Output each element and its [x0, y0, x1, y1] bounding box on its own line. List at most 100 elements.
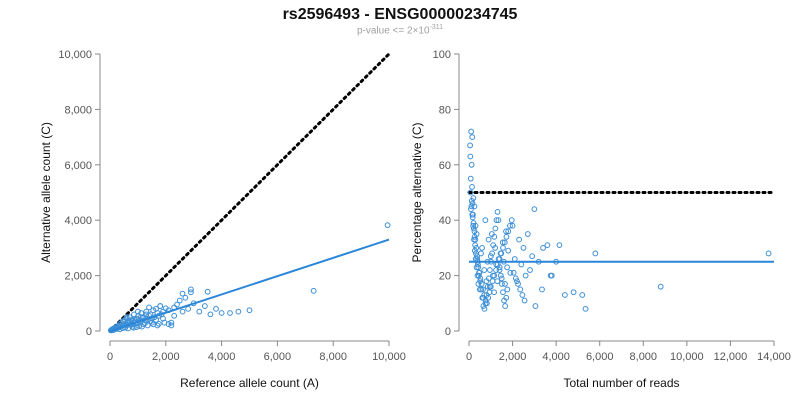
- data-point: [503, 228, 509, 235]
- data-point: [556, 242, 563, 249]
- y-tick-label: 60: [439, 160, 451, 172]
- data-point: [168, 319, 175, 326]
- p-value-exponent: -311: [429, 24, 444, 31]
- data-point: [468, 206, 474, 213]
- data-point: [496, 267, 503, 273]
- data-point: [485, 236, 492, 243]
- data-point: [188, 286, 194, 293]
- data-point: [130, 324, 137, 331]
- left-panel-allele-counts: 0 2,000 4,000 6,000 8,000 10,000 0 2,000 4,000 6,…: [39, 49, 406, 390]
- data-point: [502, 303, 509, 309]
- data-point: [592, 250, 599, 257]
- data-point: [498, 275, 505, 282]
- y-tick-label: 2,000: [64, 271, 92, 283]
- x-tick-label: 6,000: [264, 351, 292, 363]
- data-point: [468, 203, 475, 210]
- data-point: [150, 321, 157, 328]
- fit-line: [109, 238, 390, 332]
- p-value-text: p-value <= 2×10: [356, 25, 430, 37]
- data-point: [522, 272, 529, 279]
- data-point: [473, 264, 480, 271]
- data-point: [478, 281, 485, 287]
- x-tick-label: 4,000: [542, 351, 570, 363]
- data-point: [489, 250, 495, 257]
- data-point: [527, 267, 533, 273]
- data-point: [544, 242, 551, 249]
- data-point: [491, 233, 498, 240]
- data-point: [475, 281, 482, 287]
- data-point: [157, 303, 164, 309]
- data-point: [204, 288, 211, 295]
- data-point: [493, 217, 500, 224]
- data-point: [143, 311, 150, 318]
- data-point: [481, 305, 488, 312]
- data-point: [468, 161, 475, 168]
- data-point: [500, 245, 506, 251]
- data-point: [483, 292, 490, 298]
- data-point: [516, 236, 523, 243]
- data-point: [246, 307, 253, 314]
- data-point: [487, 283, 494, 290]
- data-point: [470, 220, 477, 226]
- data-point: [133, 324, 140, 331]
- y-tick-label: 40: [439, 215, 451, 227]
- data-point: [161, 319, 168, 326]
- data-point: [479, 294, 486, 301]
- x-tick-label: 14,000: [757, 351, 791, 363]
- data-point: [505, 247, 512, 254]
- data-point: [143, 308, 150, 315]
- data-point: [509, 222, 516, 229]
- data-point: [487, 267, 493, 273]
- data-point: [521, 297, 528, 304]
- data-point: [478, 286, 485, 293]
- data-point: [520, 245, 527, 251]
- data-point: [500, 289, 506, 296]
- data-point: [501, 239, 508, 246]
- data-point: [515, 281, 521, 287]
- data-point: [474, 253, 480, 260]
- data-point: [503, 233, 510, 240]
- data-point: [470, 222, 477, 229]
- data-point: [469, 134, 476, 141]
- data-point: [153, 317, 159, 323]
- data-point: [493, 267, 499, 273]
- y-tick-label: 6,000: [64, 160, 92, 172]
- data-point: [213, 305, 219, 312]
- data-point: [498, 250, 505, 257]
- data-point: [123, 314, 130, 321]
- data-point: [179, 308, 186, 315]
- data-point: [503, 294, 510, 301]
- data-point: [512, 275, 519, 282]
- y-axis-label: Alternative allele count (C): [39, 122, 53, 263]
- x-tick-label: 8,000: [319, 351, 347, 363]
- data-point: [491, 272, 498, 279]
- data-point: [179, 290, 186, 297]
- data-point: [487, 253, 494, 260]
- data-point: [467, 142, 473, 149]
- data-point: [490, 242, 497, 249]
- data-point: [504, 286, 511, 293]
- data-point: [498, 281, 505, 287]
- data-point: [144, 322, 151, 329]
- data-point: [504, 264, 511, 271]
- data-point: [508, 217, 515, 224]
- data-point: [174, 301, 180, 308]
- data-point: [227, 310, 233, 316]
- data-point: [135, 308, 141, 315]
- data-point: [473, 245, 480, 251]
- data-point: [524, 231, 531, 237]
- data-point: [473, 250, 479, 257]
- data-point: [517, 286, 524, 293]
- data-point: [540, 245, 546, 251]
- data-point: [207, 311, 214, 318]
- data-point: [467, 189, 474, 196]
- data-point: [468, 197, 475, 204]
- data-point: [507, 269, 514, 276]
- data-point: [136, 323, 143, 329]
- y-tick-label: 100: [433, 49, 451, 61]
- data-point: [182, 294, 189, 301]
- reference-line: [108, 52, 391, 333]
- data-point: [514, 278, 520, 285]
- data-point: [510, 269, 517, 276]
